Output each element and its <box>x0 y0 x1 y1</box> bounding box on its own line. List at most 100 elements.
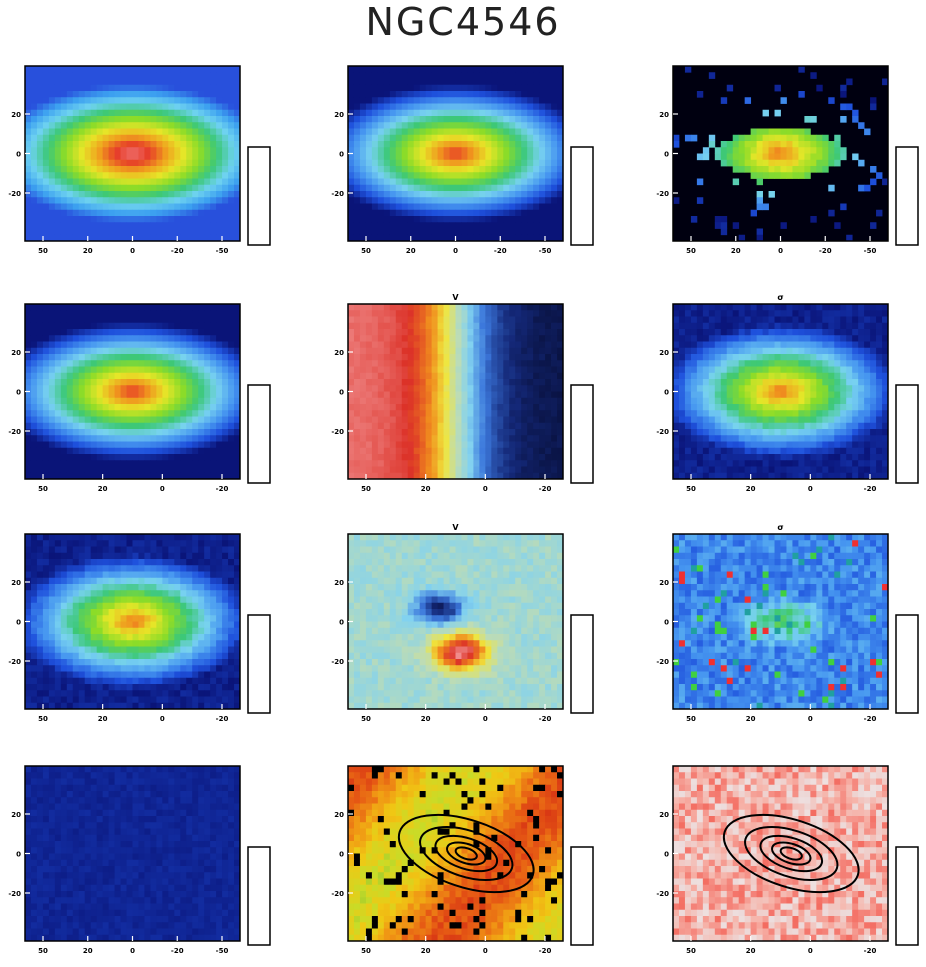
y-tick-label: 0 <box>339 151 344 159</box>
x-tick-label: 20 <box>421 715 431 723</box>
y-tick-label: 0 <box>664 619 669 627</box>
x-tick-label: 50 <box>361 947 371 955</box>
x-tick-label: -50 <box>216 947 229 955</box>
colorbar <box>571 847 593 945</box>
y-tick-label: 0 <box>339 851 344 859</box>
x-tick-label: 0 <box>160 485 165 493</box>
y-tick-label: 20 <box>659 579 669 587</box>
map-pixels <box>25 534 240 709</box>
x-tick-label: 20 <box>421 485 431 493</box>
y-tick-label: 0 <box>16 151 21 159</box>
y-tick-label: 20 <box>659 111 669 119</box>
x-tick-label: -20 <box>864 485 877 493</box>
figure-title: NGC4546 <box>0 0 926 46</box>
x-tick-label: 50 <box>361 247 371 255</box>
colorbar <box>571 147 593 245</box>
x-tick-label: 20 <box>731 247 741 255</box>
x-tick-label: -50 <box>216 247 229 255</box>
y-tick-label: 20 <box>334 579 344 587</box>
panel-title: V <box>452 523 459 532</box>
colorbar <box>896 147 918 245</box>
y-tick-label: 0 <box>664 851 669 859</box>
map-pixels <box>348 66 563 241</box>
y-tick-label: -20 <box>8 428 21 436</box>
y-tick-label: -20 <box>331 190 344 198</box>
y-tick-label: -20 <box>331 428 344 436</box>
x-tick-label: 50 <box>686 485 696 493</box>
y-tick-label: 0 <box>16 851 21 859</box>
x-tick-label: 0 <box>808 947 813 955</box>
x-tick-label: 20 <box>746 715 756 723</box>
x-tick-label: -20 <box>819 247 832 255</box>
x-tick-label: 50 <box>38 247 48 255</box>
y-tick-label: 20 <box>334 111 344 119</box>
x-tick-label: -20 <box>539 715 552 723</box>
x-tick-label: -50 <box>864 247 877 255</box>
x-tick-label: 50 <box>38 485 48 493</box>
x-tick-label: 50 <box>686 715 696 723</box>
y-tick-label: -20 <box>656 428 669 436</box>
x-tick-label: -50 <box>539 247 552 255</box>
map-pixels <box>25 66 240 241</box>
x-tick-label: 0 <box>778 247 783 255</box>
y-tick-label: 20 <box>11 579 21 587</box>
x-tick-label: 20 <box>83 947 93 955</box>
y-tick-label: -20 <box>656 658 669 666</box>
x-tick-label: -20 <box>539 485 552 493</box>
x-tick-label: -20 <box>171 947 184 955</box>
y-tick-label: 0 <box>16 619 21 627</box>
x-tick-label: 0 <box>160 715 165 723</box>
x-tick-label: 50 <box>686 947 696 955</box>
panel-title: σ <box>777 293 783 302</box>
x-tick-label: -20 <box>216 715 229 723</box>
x-tick-label: 20 <box>746 485 756 493</box>
colorbar <box>248 385 270 483</box>
x-tick-label: -20 <box>864 947 877 955</box>
colorbar <box>896 847 918 945</box>
x-tick-label: -20 <box>171 247 184 255</box>
x-tick-label: 0 <box>483 947 488 955</box>
y-tick-label: -20 <box>331 658 344 666</box>
map-pixels <box>673 534 888 709</box>
y-tick-label: 20 <box>659 349 669 357</box>
y-tick-label: 20 <box>11 811 21 819</box>
x-tick-label: 20 <box>83 247 93 255</box>
map-pixels <box>348 534 563 709</box>
x-tick-label: 20 <box>98 715 108 723</box>
panel-title: σ <box>777 523 783 532</box>
y-tick-label: -20 <box>331 890 344 898</box>
y-tick-label: 0 <box>16 389 21 397</box>
colorbar <box>571 385 593 483</box>
x-tick-label: 50 <box>361 715 371 723</box>
y-tick-label: -20 <box>8 190 21 198</box>
colorbar <box>896 385 918 483</box>
map-pixels <box>25 304 240 479</box>
x-tick-label: 0 <box>130 947 135 955</box>
x-tick-label: 50 <box>361 485 371 493</box>
colorbar <box>896 615 918 713</box>
x-tick-label: -20 <box>216 485 229 493</box>
x-tick-label: -20 <box>864 715 877 723</box>
x-tick-label: 0 <box>483 485 488 493</box>
panel-title: V <box>452 293 459 302</box>
x-tick-label: 50 <box>38 715 48 723</box>
y-tick-label: -20 <box>8 890 21 898</box>
x-tick-label: 0 <box>453 247 458 255</box>
x-tick-label: 0 <box>483 715 488 723</box>
